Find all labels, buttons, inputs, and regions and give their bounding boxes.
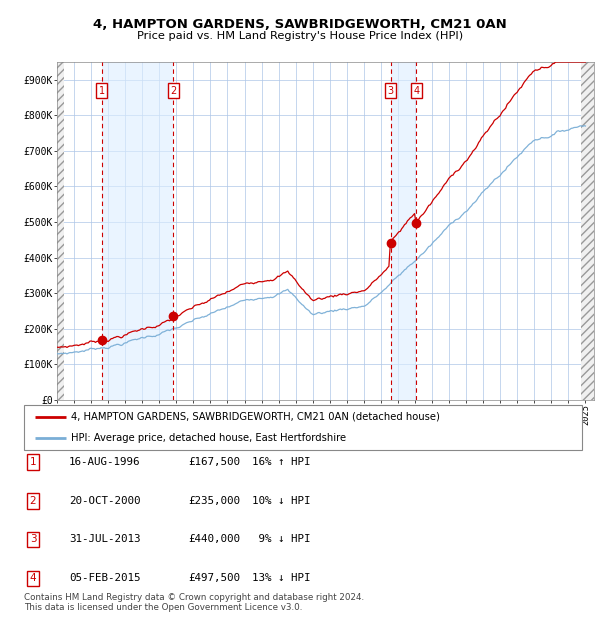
Text: 13% ↓ HPI: 13% ↓ HPI <box>252 574 311 583</box>
Text: £235,000: £235,000 <box>188 496 240 506</box>
Text: 2: 2 <box>29 496 37 506</box>
Bar <box>57 62 64 400</box>
Text: 20-OCT-2000: 20-OCT-2000 <box>69 496 140 506</box>
Text: HPI: Average price, detached house, East Hertfordshire: HPI: Average price, detached house, East… <box>71 433 347 443</box>
Text: 3: 3 <box>29 534 37 544</box>
Text: 10% ↓ HPI: 10% ↓ HPI <box>252 496 311 506</box>
Text: Price paid vs. HM Land Registry's House Price Index (HPI): Price paid vs. HM Land Registry's House … <box>137 31 463 41</box>
Text: 31-JUL-2013: 31-JUL-2013 <box>69 534 140 544</box>
Text: 4, HAMPTON GARDENS, SAWBRIDGEWORTH, CM21 0AN (detached house): 4, HAMPTON GARDENS, SAWBRIDGEWORTH, CM21… <box>71 412 440 422</box>
Text: 4: 4 <box>29 574 37 583</box>
FancyBboxPatch shape <box>24 405 582 450</box>
Text: 4: 4 <box>413 86 419 95</box>
Text: 1: 1 <box>98 86 105 95</box>
Text: 3: 3 <box>388 86 394 95</box>
Text: 16-AUG-1996: 16-AUG-1996 <box>69 457 140 467</box>
Text: £497,500: £497,500 <box>188 574 240 583</box>
Text: £167,500: £167,500 <box>188 457 240 467</box>
Bar <box>391 62 416 400</box>
Text: Contains HM Land Registry data © Crown copyright and database right 2024.
This d: Contains HM Land Registry data © Crown c… <box>24 593 364 612</box>
Text: 9% ↓ HPI: 9% ↓ HPI <box>252 534 311 544</box>
Text: £440,000: £440,000 <box>188 534 240 544</box>
Bar <box>102 62 173 400</box>
Text: 05-FEB-2015: 05-FEB-2015 <box>69 574 140 583</box>
Text: 2: 2 <box>170 86 176 95</box>
Text: 16% ↑ HPI: 16% ↑ HPI <box>252 457 311 467</box>
Bar <box>581 62 594 400</box>
Text: 1: 1 <box>29 457 37 467</box>
Text: 4, HAMPTON GARDENS, SAWBRIDGEWORTH, CM21 0AN: 4, HAMPTON GARDENS, SAWBRIDGEWORTH, CM21… <box>93 19 507 31</box>
